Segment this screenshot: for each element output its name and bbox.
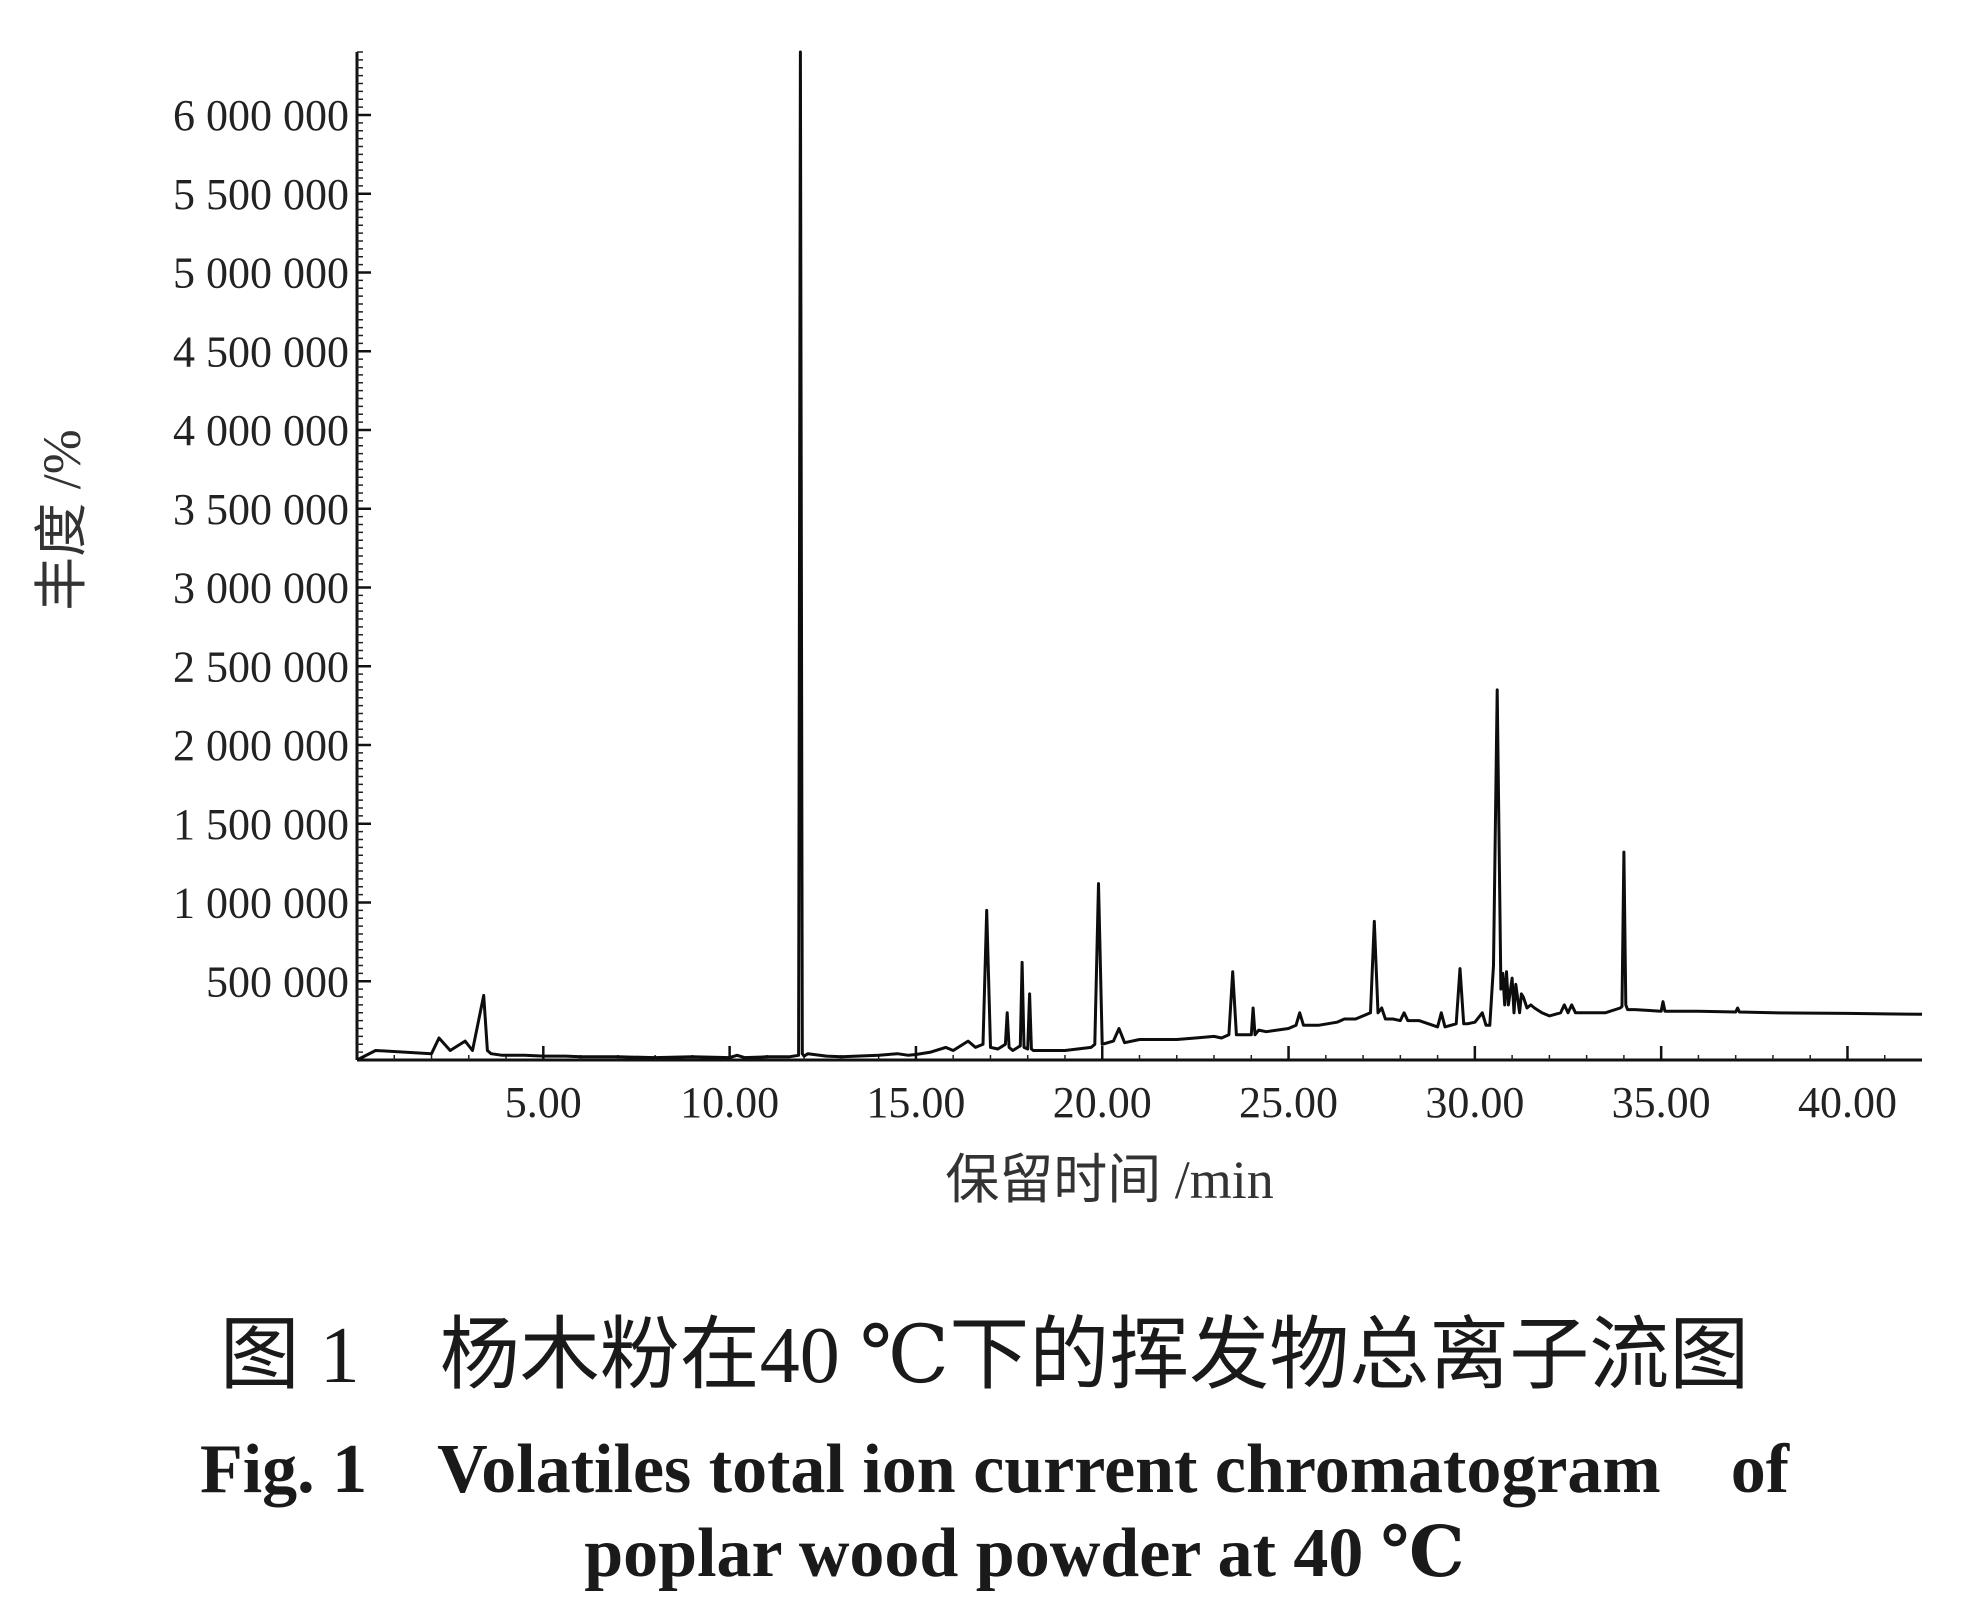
- y-tick-label: 1 500 000: [173, 800, 349, 849]
- figure-caption-english-line2: poplar wood powder at 40 ℃: [584, 1515, 1465, 1592]
- x-tick-label: 40.00: [1798, 1078, 1897, 1127]
- y-tick-label: 1 000 000: [173, 879, 349, 928]
- y-axis-title: 丰度 /%: [32, 429, 92, 611]
- y-tick-label: 4 500 000: [173, 327, 349, 376]
- y-tick-label: 3 500 000: [173, 485, 349, 534]
- x-tick-label: 15.00: [866, 1078, 965, 1127]
- series-line: [356, 50, 1923, 1062]
- x-tick-label: 5.00: [505, 1078, 582, 1127]
- x-tick-label: 35.00: [1612, 1078, 1711, 1127]
- y-tick-label: 5 500 000: [173, 170, 349, 219]
- y-tick-label: 5 000 000: [173, 249, 349, 298]
- y-tick-label: 2 000 000: [173, 721, 349, 770]
- x-tick-label: 10.00: [680, 1078, 779, 1127]
- figure-caption-english-line1: Fig. 1 Volatiles total ion current chrom…: [199, 1431, 1790, 1508]
- x-axis-title: 保留时间 /min: [945, 1150, 1274, 1210]
- y-tick-label: 3 000 000: [173, 564, 349, 613]
- y-tick-label: 6 000 000: [173, 91, 349, 140]
- x-axis: 5.00 10.00 15.00 20.00 25.00 30.00 35.00 40.00: [357, 1046, 1922, 1127]
- figure-caption-chinese: 图 1 杨木粉在40 ℃下的挥发物总离子流图: [219, 1312, 1750, 1400]
- x-tick-label: 20.00: [1053, 1078, 1152, 1127]
- y-tick-label: 500 000: [206, 957, 349, 1006]
- chromatogram-chart: 500 000 1 000 000 1 500 000 2 000 000 2 500 …: [32, 50, 1923, 1210]
- x-tick-label: 25.00: [1239, 1078, 1338, 1127]
- y-axis: 500 000 1 000 000 1 500 000 2 000 000 2 500 …: [173, 51, 371, 1060]
- y-tick-label: 4 000 000: [173, 406, 349, 455]
- y-tick-label: 2 500 000: [173, 642, 349, 691]
- series-group: [356, 50, 1923, 1062]
- x-tick-label: 30.00: [1425, 1078, 1524, 1127]
